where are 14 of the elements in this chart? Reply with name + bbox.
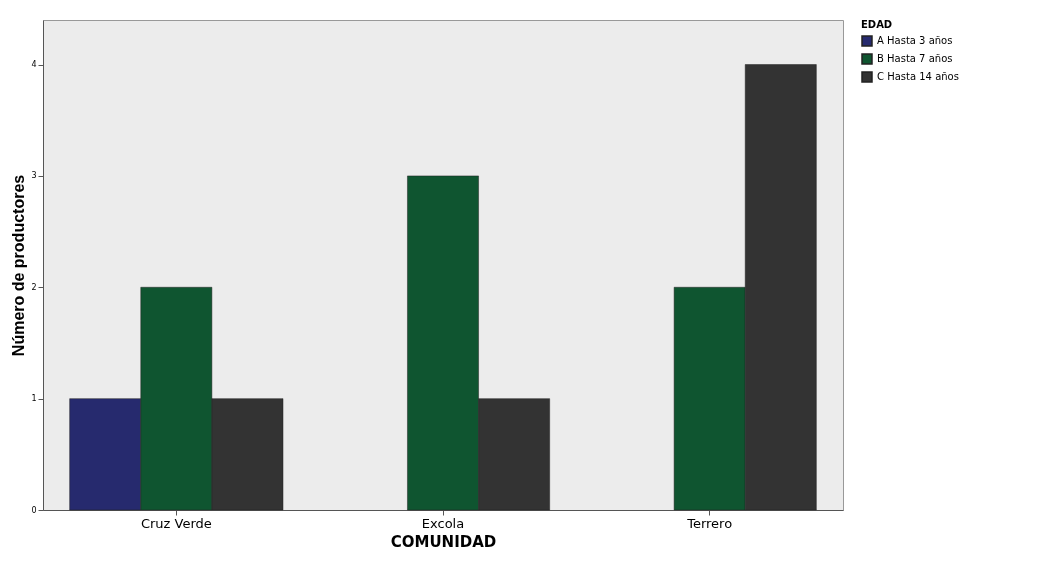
x-tick-label: Cruz Verde [140,515,212,531]
y-tick-label: 1 [31,394,37,404]
x-axis-title: COMUNIDAD [390,532,497,551]
y-tick-label: 2 [31,282,37,292]
y-tick-label: 3 [31,171,37,181]
legend-label: A Hasta 3 años [877,35,953,46]
y-tick-label: 0 [31,505,37,515]
legend-label: B Hasta 7 años [877,53,953,64]
y-tick-label: 4 [31,60,37,70]
x-tick-label: Excola [421,515,465,531]
legend-title: EDAD [861,19,893,30]
y-axis-title: Número de productores [10,174,28,357]
legend-label: C Hasta 14 años [877,71,959,82]
x-tick-label: Terrero [686,515,733,531]
